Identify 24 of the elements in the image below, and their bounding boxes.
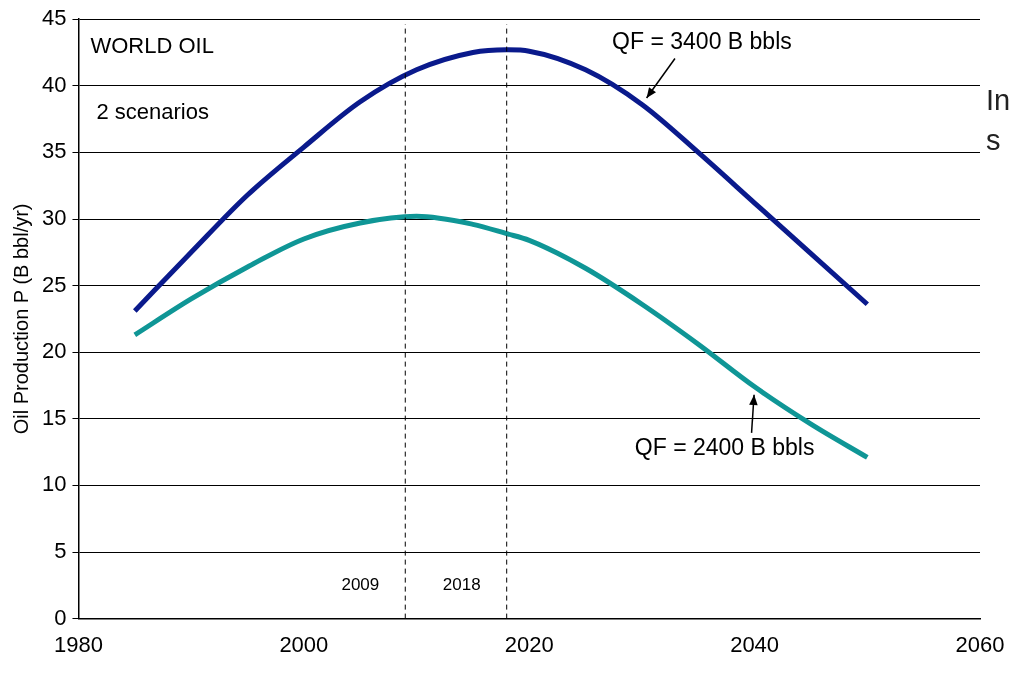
- y-tick-label: 40: [41, 71, 67, 97]
- y-tick-label: 15: [41, 404, 67, 430]
- y-tick-label: 10: [41, 471, 67, 497]
- y-tick-label: 0: [54, 604, 67, 630]
- y-tick-label: 25: [41, 271, 67, 297]
- x-tick-label: 2000: [279, 631, 329, 657]
- x-tick-label: 1980: [53, 631, 103, 657]
- text: s: [986, 123, 1002, 158]
- ref-line-label: 2009: [341, 574, 380, 594]
- annotation: 2 scenarios: [96, 99, 209, 125]
- y-tick-label: 30: [41, 205, 67, 231]
- y-tick-label: 35: [41, 138, 67, 164]
- y-tick-label: 20: [41, 338, 67, 364]
- y-tick-label: 45: [41, 5, 67, 31]
- annotation: WORLD OIL: [90, 33, 214, 59]
- x-tick-label: 2060: [955, 631, 1005, 657]
- annotation: QF = 3400 B bbls: [612, 27, 792, 54]
- x-tick-label: 2020: [504, 631, 554, 657]
- annotation: QF = 2400 B bbls: [634, 434, 815, 461]
- x-tick-label: 2040: [730, 631, 780, 657]
- y-tick-label: 5: [54, 538, 67, 564]
- text: In: [986, 83, 1011, 118]
- y-axis-title: Oil Production P (B bbl/yr): [9, 203, 32, 435]
- ref-line-label: 2018: [442, 574, 481, 594]
